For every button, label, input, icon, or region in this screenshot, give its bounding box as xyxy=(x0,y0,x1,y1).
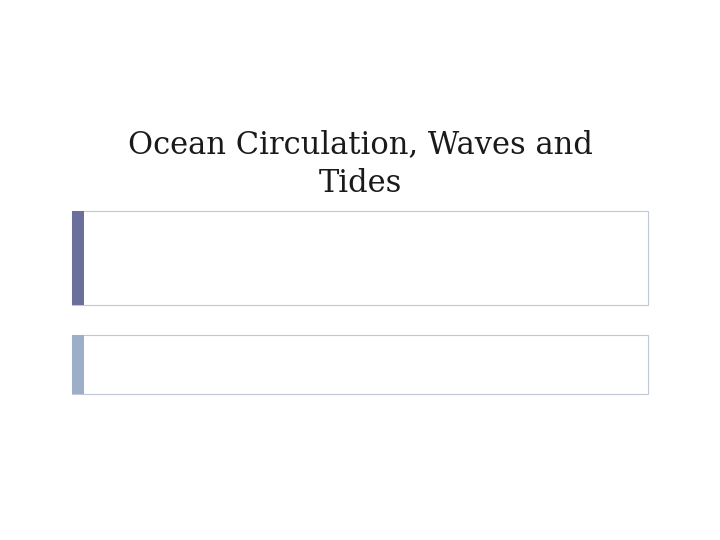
FancyBboxPatch shape xyxy=(72,211,84,305)
Text: Ocean Circulation, Waves and
Tides: Ocean Circulation, Waves and Tides xyxy=(127,130,593,199)
FancyBboxPatch shape xyxy=(72,335,648,394)
FancyBboxPatch shape xyxy=(72,211,648,305)
FancyBboxPatch shape xyxy=(72,335,84,394)
